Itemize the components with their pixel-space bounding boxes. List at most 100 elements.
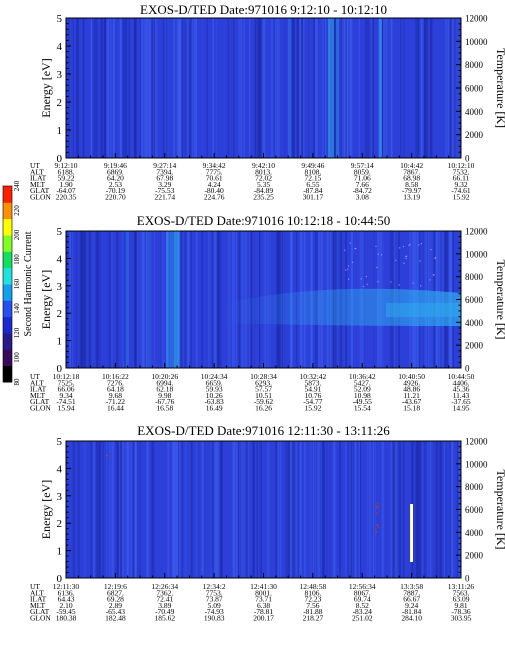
spectrogram-stripe <box>208 231 211 368</box>
spectrogram-stripe <box>299 441 302 578</box>
ephemeris-cell: 10:12:10 <box>448 161 475 170</box>
spectrogram-stripe <box>151 441 155 578</box>
colorbar-swatch <box>3 202 12 220</box>
spectrogram-stripe <box>153 18 156 158</box>
ephemeris-cell: -81.88 <box>303 607 323 616</box>
spectrogram-stripe <box>144 18 147 158</box>
spectrogram-stripe <box>184 441 186 578</box>
spectrogram-stripe <box>167 441 170 578</box>
ephemeris-cell: 11.43 <box>453 391 470 400</box>
spectrogram-stripe <box>174 441 178 578</box>
spectrogram-stripe <box>146 18 148 158</box>
spectrogram-stripe <box>139 18 141 158</box>
spectrogram-stripe <box>422 441 424 578</box>
bright-column <box>336 18 339 158</box>
spectrogram-stripe <box>323 18 325 158</box>
ephemeris-cell: 45.36 <box>453 385 470 394</box>
spectrogram-stripe <box>352 441 355 578</box>
spectrogram-stripe <box>201 231 203 368</box>
ephemeris-cell: 10.26 <box>206 391 223 400</box>
spectrogram-stripe <box>454 18 457 158</box>
scatter-dot <box>390 281 392 283</box>
ephemeris-cell: 64.18 <box>107 385 124 394</box>
spectrogram-stripe <box>285 441 288 578</box>
y-tick-label: 2 <box>57 518 63 530</box>
spectrogram-stripe <box>231 18 235 158</box>
y-tick-label: 5 <box>57 436 63 448</box>
ephemeris-cell: 10:40:50 <box>398 372 425 381</box>
y-axis-label: Energy [eV] <box>39 270 53 329</box>
spectrogram-stripe <box>88 231 92 368</box>
spectrogram-stripe <box>365 18 368 158</box>
spectrogram-stripe <box>447 18 450 158</box>
spectrogram-stripe <box>187 231 190 368</box>
ephemeris-cell: 64.43 <box>58 595 75 604</box>
ephemeris-cell: 3.89 <box>158 601 171 610</box>
scatter-dot <box>418 244 420 246</box>
ephemeris-cell: 10:12:18 <box>53 372 80 381</box>
ephemeris-row-label: MLT <box>30 180 46 189</box>
ephemeris-cell: 13:11:26 <box>448 582 475 591</box>
spectrogram-stripe <box>257 18 260 158</box>
y2-tick-label: 4000 <box>465 318 484 328</box>
y-tick-label: 3 <box>57 281 63 293</box>
ephemeris-cell: -59.45 <box>56 607 76 616</box>
spectrogram-stripe <box>257 441 259 578</box>
scatter-dot <box>377 524 379 526</box>
ephemeris-row-label: ALT <box>30 588 44 597</box>
ephemeris-cell: 8067. <box>354 588 371 597</box>
spectrogram-stripe <box>72 231 73 368</box>
ephemeris-cell: 7276. <box>107 378 124 387</box>
ephemeris-cell: 200.17 <box>253 614 274 623</box>
ephemeris-cell: -65.43 <box>106 607 126 616</box>
scatter-dot <box>377 506 379 509</box>
bright-column <box>174 231 179 368</box>
ephemeris-row-label: GLAT <box>30 186 50 195</box>
y-tick-label: 4 <box>57 41 63 53</box>
ephemeris-cell: 10:16:22 <box>102 372 129 381</box>
spectrogram-stripe <box>98 441 101 578</box>
spectrogram-stripe <box>116 441 119 578</box>
ephemeris-cell: 9:49:46 <box>301 161 324 170</box>
ephemeris-cell: 5427. <box>354 378 371 387</box>
spectrogram-stripe <box>343 18 345 158</box>
spectrogram-stripe <box>424 18 426 158</box>
ephemeris-cell: 3.29 <box>158 180 171 189</box>
ephemeris-cell: 9:27:14 <box>153 161 176 170</box>
ephemeris-row-label: ILAT <box>30 595 47 604</box>
spectrogram-stripe <box>372 441 375 578</box>
spectrogram-stripe <box>435 441 439 578</box>
ephemeris-cell: -74.51 <box>56 397 76 406</box>
ephemeris-cell: 15.54 <box>354 404 371 413</box>
spectrogram-stripe <box>172 441 175 578</box>
ephemeris-cell: 220.35 <box>56 193 77 202</box>
spectrogram-stripe <box>238 231 241 368</box>
ephemeris-cell: 52.09 <box>354 385 371 394</box>
ephemeris-cell: 4.24 <box>208 180 221 189</box>
ephemeris-cell: -87.84 <box>303 186 323 195</box>
ephemeris-cell: 67.98 <box>156 174 173 183</box>
ephemeris-cell: -59.62 <box>254 397 274 406</box>
ephemeris-cell: 73.87 <box>206 595 223 604</box>
ephemeris-cell: 13.19 <box>403 193 420 202</box>
spectrogram-stripe <box>176 441 178 578</box>
ephemeris-cell: -70.19 <box>106 186 126 195</box>
ephemeris-cell: -71.22 <box>106 397 126 406</box>
scatter-dot <box>430 249 432 251</box>
spectrogram-stripe <box>109 231 111 368</box>
spectrogram-stripe <box>242 441 246 578</box>
y2-axis-label: Temperature [K] <box>494 469 505 549</box>
y-tick-label: 5 <box>57 13 63 25</box>
ephemeris-cell: 15.92 <box>304 404 321 413</box>
y-tick-label: 4 <box>57 253 63 265</box>
spectrogram-stripe <box>198 441 199 578</box>
y2-tick-label: 12000 <box>465 437 488 447</box>
ephemeris-cell: 72.15 <box>304 174 321 183</box>
ephemeris-cell: 68.98 <box>403 174 420 183</box>
colorbar-swatch <box>3 333 12 350</box>
ephemeris-cell: -83.24 <box>353 607 373 616</box>
ephemeris-cell: 66.06 <box>58 385 75 394</box>
spectrogram-stripe <box>76 18 79 158</box>
scatter-dot <box>433 274 435 276</box>
spectrogram-stripe <box>143 18 145 158</box>
